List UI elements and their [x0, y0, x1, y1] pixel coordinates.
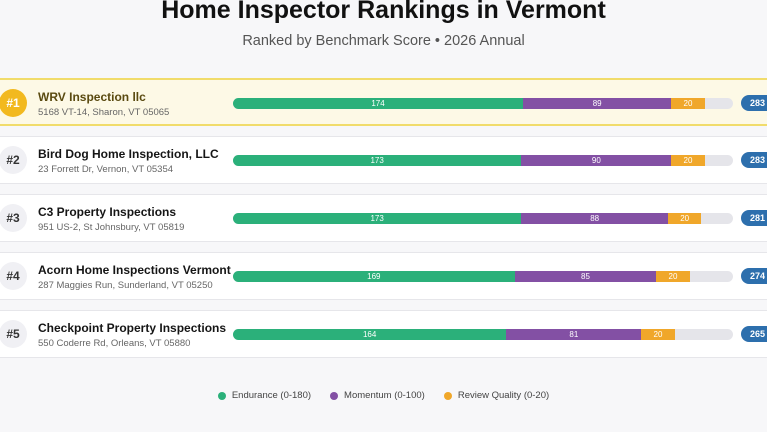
chart-subtitle: Ranked by Benchmark Score • 2026 Annual	[242, 33, 525, 49]
inspector-name: Checkpoint Property Inspections	[38, 321, 227, 335]
legend-swatch-endurance	[217, 391, 226, 400]
legend-item-momentum: Momentum (0-100)	[330, 390, 425, 401]
bar-segment-momentum: 81	[506, 329, 642, 340]
legend-label-momentum: Momentum (0-100)	[344, 390, 425, 401]
bar-segment-momentum: 90	[521, 155, 672, 166]
ranking-row[interactable]: #4 Acorn Home Inspections Vermont 287 Magg…	[0, 252, 767, 300]
legend-label-review-quality: Review Quality (0-20)	[457, 390, 550, 401]
score-bar-track: 173 90 20	[233, 155, 733, 166]
bar-segment-momentum: 89	[523, 98, 672, 109]
inspector-name: Acorn Home Inspections Vermont	[38, 263, 231, 277]
ranking-row[interactable]: #5 Checkpoint Property Inspections 550 Cod…	[0, 310, 767, 358]
total-score-badge: 283	[741, 95, 767, 111]
inspector-name: C3 Property Inspections	[38, 205, 177, 219]
total-score-badge: 274	[741, 268, 767, 284]
bar-segment-review: 20	[668, 213, 702, 224]
bar-segment-endurance: 174	[233, 98, 523, 109]
legend-item-review-quality: Review Quality (0-20)	[443, 390, 550, 401]
legend-item-endurance: Endurance (0-180)	[217, 390, 312, 401]
total-score-badge: 265	[741, 326, 767, 342]
bar-segment-review: 20	[671, 98, 705, 109]
rank-badge: #4	[0, 262, 27, 290]
rank-badge: #5	[0, 320, 27, 348]
chart-title: Home Inspector Rankings in Vermont	[161, 0, 606, 24]
ranking-row[interactable]: #2 Bird Dog Home Inspection, LLC 23 Forret…	[0, 136, 767, 184]
total-score-badge: 281	[741, 210, 767, 226]
bar-segment-endurance: 173	[233, 155, 522, 166]
inspector-address: 550 Coderre Rd, Orleans, VT 05880	[38, 338, 191, 349]
bar-segment-endurance: 173	[233, 213, 522, 224]
legend-swatch-review-quality	[443, 391, 452, 400]
bar-segment-momentum: 85	[514, 271, 657, 282]
bar-segment-endurance: 169	[233, 271, 515, 282]
score-bar-track: 174 89 20	[233, 98, 733, 109]
bar-segment-review: 20	[656, 271, 690, 282]
rank-badge: #1	[0, 89, 27, 117]
inspector-name: Bird Dog Home Inspection, LLC	[38, 147, 219, 161]
legend: Endurance (0-180) Momentum (0-100) Revie…	[0, 390, 767, 401]
inspector-address: 5168 VT-14, Sharon, VT 05065	[38, 107, 170, 118]
total-score-badge: 283	[741, 152, 767, 168]
inspector-address: 23 Forrett Dr, Vernon, VT 05354	[38, 164, 174, 175]
bar-segment-momentum: 88	[521, 213, 668, 224]
inspector-name: WRV Inspection llc	[38, 90, 146, 104]
score-bar-track: 173 88 20	[233, 213, 733, 224]
bar-segment-review: 20	[641, 329, 675, 340]
rank-badge: #2	[0, 146, 27, 174]
score-bar-track: 164 81 20	[233, 329, 733, 340]
score-bar-track: 169 85 20	[233, 271, 733, 282]
inspector-address: 951 US-2, St Johnsbury, VT 05819	[38, 222, 185, 233]
ranking-row[interactable]: #1 WRV Inspection llc 5168 VT-14, Sharon, …	[0, 78, 767, 126]
bar-segment-endurance: 164	[233, 329, 507, 340]
rank-badge: #3	[0, 204, 27, 232]
bar-segment-review: 20	[671, 155, 705, 166]
inspector-address: 287 Maggies Run, Sunderland, VT 05250	[38, 280, 213, 291]
legend-label-endurance: Endurance (0-180)	[231, 390, 312, 401]
legend-swatch-momentum	[330, 391, 339, 400]
ranking-row[interactable]: #3 C3 Property Inspections 951 US-2, St Jo…	[0, 194, 767, 242]
